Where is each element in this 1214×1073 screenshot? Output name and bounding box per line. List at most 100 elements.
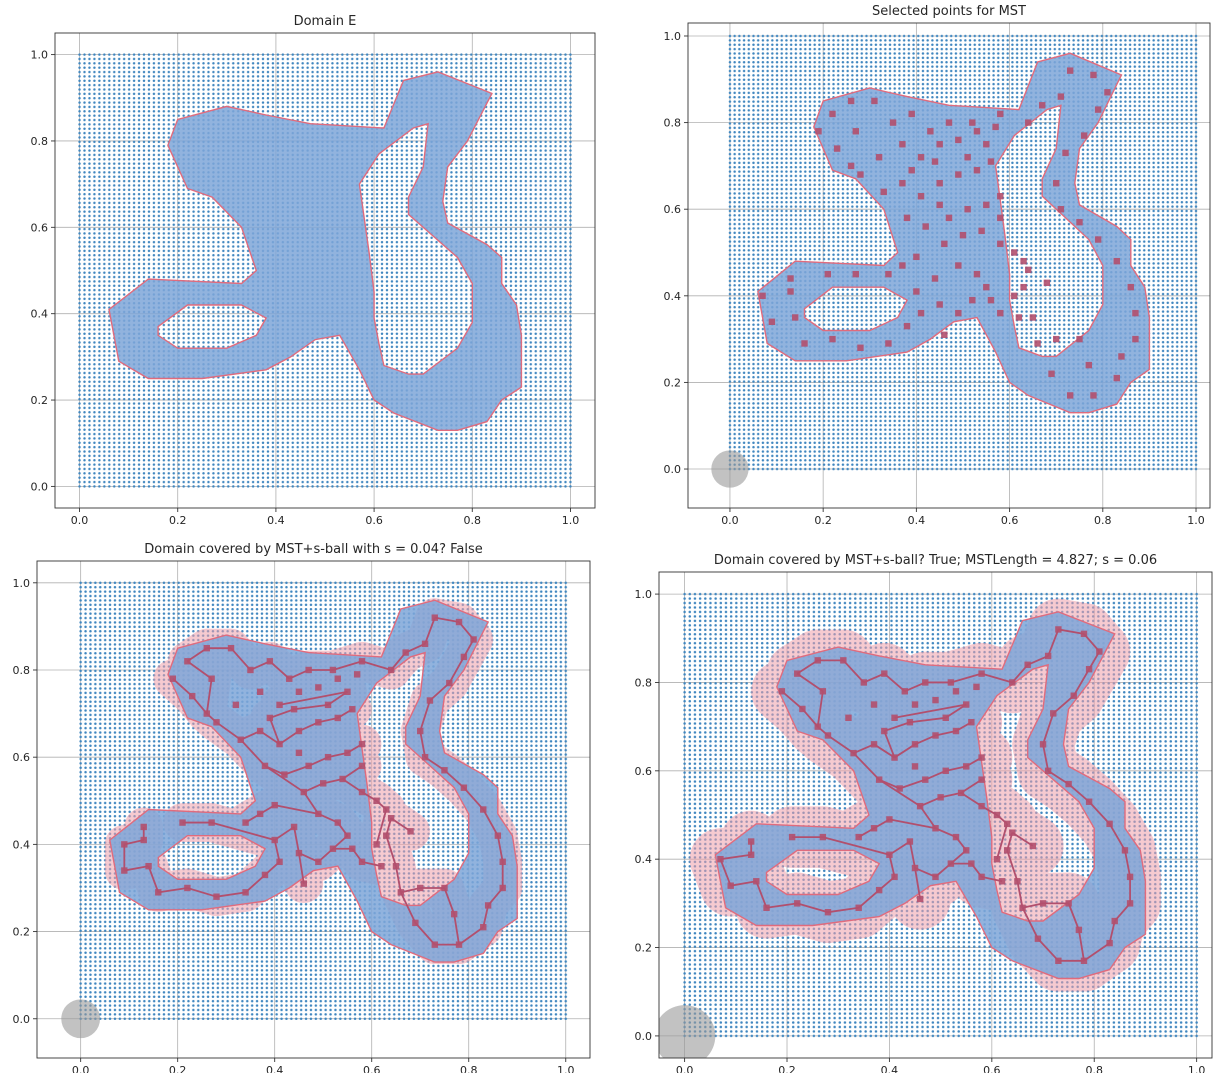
mst-node — [349, 845, 356, 852]
mst-node — [392, 862, 400, 870]
y-tick-label: 0.4 — [635, 853, 653, 866]
mst-node — [1106, 820, 1113, 828]
mst-edge — [1108, 920, 1116, 944]
mst-node — [305, 666, 312, 674]
mst-node — [753, 878, 760, 885]
mst-edge — [858, 889, 880, 909]
mst-edge — [889, 818, 936, 830]
mst-edge — [1077, 929, 1085, 961]
mst-edge — [419, 700, 431, 732]
mst-node — [1065, 780, 1072, 788]
mst-node — [969, 296, 976, 304]
y-tick-label: 0.8 — [664, 117, 682, 130]
mst-node — [1029, 314, 1037, 321]
y-tick-label: 0.4 — [31, 308, 49, 321]
mst-node — [431, 614, 438, 621]
mst-node — [441, 767, 448, 774]
mst-node — [271, 836, 278, 844]
mst-node — [1039, 900, 1047, 907]
mst-node — [913, 288, 920, 295]
mst-node — [875, 776, 883, 783]
mst-edge — [720, 853, 752, 861]
mst-node — [155, 889, 162, 896]
panel-4: 0.0 0.2 0.4 0.6 0.8 1.0 0.0 0.2 0.4 0.6 0.8 1.0 Doma… — [635, 553, 1213, 1073]
mst-node — [847, 97, 855, 105]
mst-node — [1076, 218, 1083, 226]
mst-edge — [390, 817, 412, 833]
x-tick-label: 0.0 — [721, 514, 739, 527]
mst-edge — [327, 751, 348, 759]
mst-node — [870, 825, 878, 832]
mst-node — [973, 167, 981, 174]
mst-node — [936, 301, 943, 308]
y-tick-label: 0.8 — [31, 135, 49, 148]
mst-node — [896, 785, 903, 792]
mst-edge — [1047, 629, 1060, 657]
mst-edge — [463, 787, 484, 811]
mst-edge — [996, 823, 1009, 860]
mst-node — [1025, 119, 1032, 126]
mst-node — [855, 833, 862, 841]
mst-node — [860, 679, 868, 686]
mst-node — [208, 819, 215, 826]
mst-edge — [361, 860, 382, 868]
mst-node — [315, 810, 322, 818]
mst-node — [1057, 206, 1065, 213]
mst-node — [908, 110, 915, 118]
mst-edge — [796, 659, 819, 675]
mst-node — [1039, 741, 1047, 748]
mst-node — [1094, 106, 1102, 113]
y-tick-label: 0.2 — [31, 394, 49, 407]
panel-title: Domain covered by MST+s-ball? True; MSTL… — [714, 553, 1157, 568]
mst-node — [903, 214, 911, 222]
mst-node — [901, 688, 908, 695]
mst-node — [857, 344, 864, 351]
mst-edge — [940, 792, 962, 799]
mst-node — [295, 849, 303, 857]
mst-node — [1034, 340, 1041, 347]
domain-e — [714, 611, 1147, 980]
mst-node — [1044, 767, 1052, 775]
mst-edge — [853, 743, 875, 754]
mst-node — [1127, 283, 1134, 291]
mst-edge — [914, 867, 922, 900]
axes-frame — [687, 22, 1211, 509]
y-tick-label: 0.2 — [635, 942, 653, 955]
y-tick-label: 0.4 — [664, 290, 682, 303]
domain-e — [109, 599, 518, 963]
mst-node — [1126, 900, 1134, 907]
mst-node — [845, 714, 852, 721]
mst-node — [1090, 392, 1097, 399]
mst-edge — [293, 826, 300, 854]
mst-node — [1009, 679, 1016, 686]
mst-node — [242, 819, 249, 826]
mst-edge — [914, 734, 936, 746]
mst-node — [426, 697, 434, 704]
mst-node — [936, 141, 943, 148]
mst-node — [1085, 798, 1093, 805]
y-tick-label: 0.8 — [13, 664, 31, 677]
mst-node — [899, 180, 906, 187]
mst-node — [1076, 335, 1083, 343]
mst-node — [344, 832, 351, 839]
mst-edge — [1016, 881, 1024, 908]
mst-node — [276, 701, 283, 709]
mst-edge — [822, 836, 890, 856]
x-tick-label: 0.8 — [1085, 1064, 1103, 1073]
mst-node — [324, 701, 332, 709]
plot-area — [55, 33, 595, 508]
mst-edge — [361, 660, 392, 671]
mst-node — [256, 810, 264, 818]
mst-edge — [878, 778, 901, 790]
mst-edge — [960, 792, 983, 807]
mst-edge — [279, 690, 348, 706]
x-tick-label: 0.4 — [881, 1064, 899, 1073]
mst-edge — [496, 835, 504, 862]
mst-node — [213, 893, 220, 900]
mst-node — [997, 214, 1004, 222]
x-tick-label: 0.8 — [460, 1064, 478, 1073]
domain-e — [757, 52, 1151, 414]
mst-node — [460, 653, 468, 661]
mst-node — [891, 714, 898, 721]
